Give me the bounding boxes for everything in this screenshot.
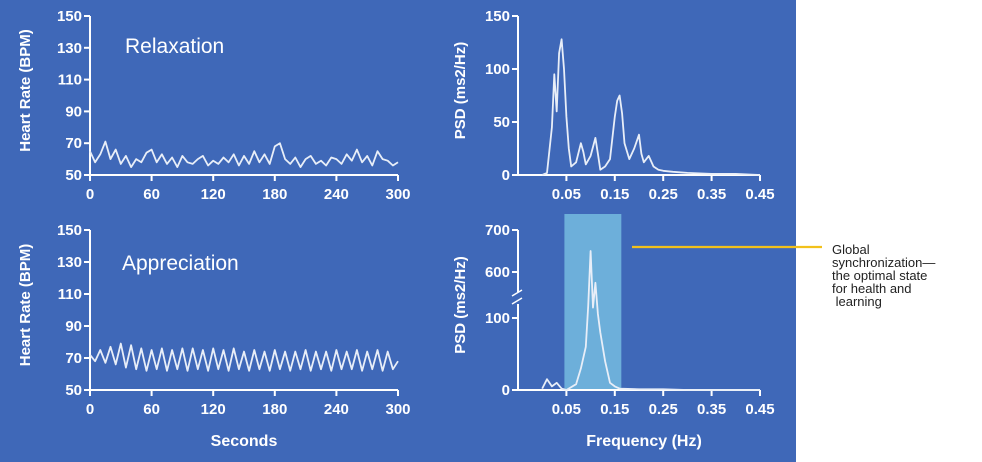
x-tick-label: 60 [143, 186, 160, 203]
y-tick-label: 70 [65, 350, 82, 367]
series-line [541, 38, 761, 176]
x-tick-label: 0.35 [697, 186, 726, 203]
x-tick-label: 240 [324, 186, 349, 203]
x-tick-label: 0 [86, 186, 94, 203]
y-tick-label: 110 [58, 72, 82, 89]
y-tick-label: 90 [65, 318, 82, 335]
y-tick-label: 700 [485, 222, 510, 239]
chart-panel: 50 70 90 110 130 150 0 60 120 180 240 300 Heart Rate… [0, 0, 796, 462]
x-tick-label: 0.25 [649, 401, 678, 418]
y-tick-label: 100 [485, 61, 510, 78]
y-tick-label: 130 [57, 40, 82, 57]
y-tick-label: 150 [485, 8, 510, 25]
x-tick-label: 300 [385, 401, 410, 418]
series-line [89, 140, 399, 169]
x-axis-label: Seconds [211, 433, 278, 450]
y-tick-label: 0 [502, 382, 510, 399]
y-tick-label: 50 [65, 167, 82, 184]
y-tick-label: 50 [65, 382, 82, 399]
x-tick-label: 180 [262, 401, 287, 418]
x-tick-label: 300 [385, 186, 410, 203]
y-axis-label: PSD (ms2/Hz) [452, 256, 469, 354]
series-line [89, 342, 399, 372]
axis-break-mark [511, 297, 523, 305]
x-tick-label: 0.45 [745, 401, 774, 418]
y-axis-label: Heart Rate (BPM) [17, 244, 34, 367]
callout-text: Global synchronization— the optimal stat… [832, 242, 936, 309]
x-tick-label: 120 [201, 401, 226, 418]
y-tick-label: 90 [65, 103, 82, 120]
x-tick-label: 0.15 [600, 186, 629, 203]
axis-break-mark [511, 289, 523, 297]
x-tick-label: 180 [262, 186, 287, 203]
series-line [541, 250, 760, 391]
x-tick-label: 0.15 [600, 401, 629, 418]
y-tick-label: 110 [58, 286, 82, 303]
y-tick-label: 150 [57, 222, 82, 239]
x-tick-label: 240 [324, 401, 349, 418]
y-axis-label: Heart Rate (BPM) [17, 29, 34, 152]
y-axis-label: PSD (ms2/Hz) [452, 42, 469, 140]
y-tick-label: 50 [493, 114, 510, 131]
x-tick-label: 60 [143, 401, 160, 418]
x-tick-label: 0.05 [552, 401, 581, 418]
chart-title: Relaxation [125, 35, 224, 58]
y-tick-label: 0 [502, 167, 510, 184]
x-axis-label: Frequency (Hz) [586, 433, 702, 450]
chart-title: Appreciation [122, 252, 239, 275]
y-tick-label: 100 [485, 310, 510, 327]
x-tick-label: 120 [201, 186, 226, 203]
x-tick-label: 0.05 [552, 186, 581, 203]
x-tick-label: 0 [86, 401, 94, 418]
y-tick-label: 70 [65, 135, 82, 152]
x-tick-label: 0.25 [649, 186, 678, 203]
chart-canvas: 50 70 90 110 130 150 0 60 120 180 240 300 Heart Rate… [17, 8, 775, 450]
x-tick-label: 0.35 [697, 401, 726, 418]
y-tick-label: 130 [57, 254, 82, 271]
y-tick-label: 150 [57, 8, 82, 25]
x-tick-label: 0.45 [745, 186, 774, 203]
y-tick-label: 600 [485, 264, 510, 281]
axis-break-gap [515, 292, 521, 304]
